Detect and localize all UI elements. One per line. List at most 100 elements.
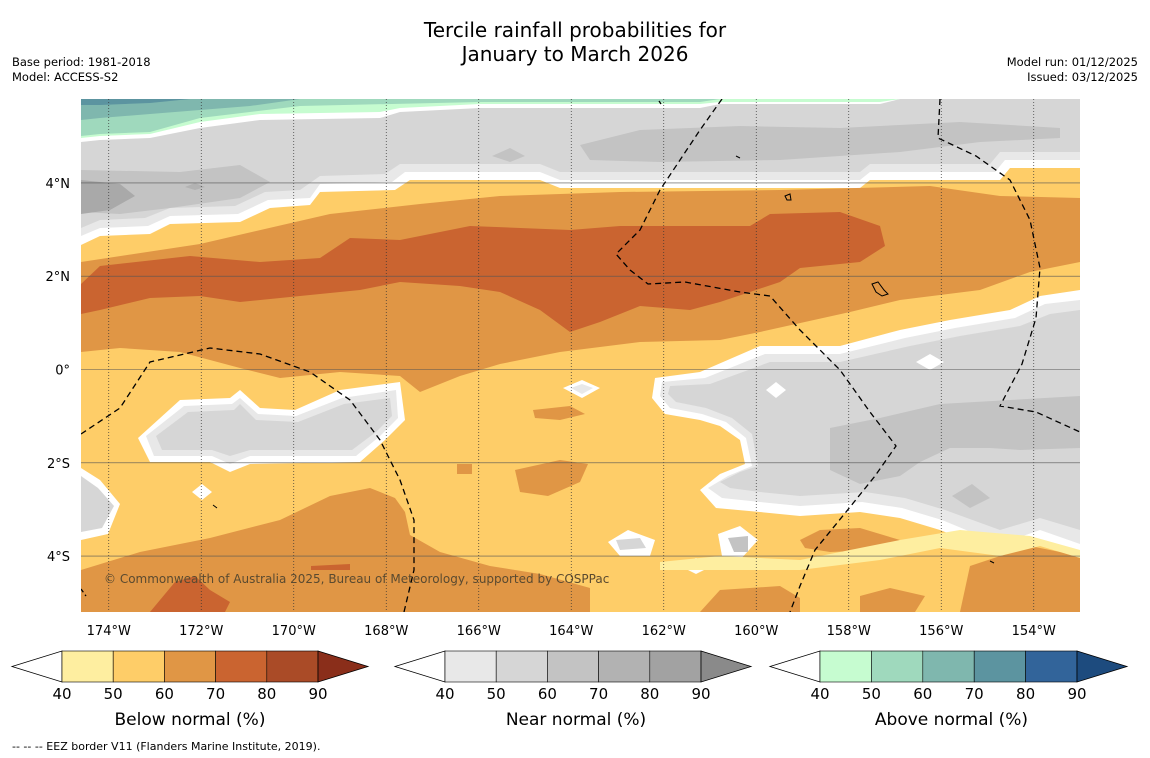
eez-border-east (615, 99, 897, 612)
colorbar-above-segment-0 (819, 650, 872, 683)
region-above-40-50 (81, 99, 900, 138)
colorbar-above-segment-2 (922, 650, 975, 683)
issued-date: Issued: 03/12/2025 (1027, 70, 1138, 84)
colorbar-below-segment-4 (266, 650, 319, 683)
colorbar-above-segment-1 (871, 650, 924, 683)
meta-right: Model run: 01/12/2025 Issued: 03/12/2025 (1007, 55, 1138, 85)
title-line-2: January to March 2026 (461, 42, 689, 66)
eez-border-west (81, 347, 415, 612)
y-tick-label-0: 4°N (46, 177, 71, 192)
island-outline-c (212, 504, 218, 509)
colorbar-above-label: Above normal (%) (875, 710, 1028, 730)
y-axis: 4°N 2°N 0° 2°S 4°S (46, 177, 71, 565)
region-near-70-80-northwest (81, 180, 135, 214)
eez-border-fragment (81, 588, 87, 597)
region-near-island-b (616, 538, 646, 550)
island-outline-e (658, 100, 662, 105)
region-below-60-70-spot-b (533, 406, 585, 420)
colorbar-above-segment-4 (1025, 650, 1078, 683)
region-near-island-f-edge (766, 382, 786, 398)
colorbar-above-tick-4: 80 (1016, 685, 1035, 703)
region-near-50-60-westcentral (156, 398, 392, 456)
region-below-70-80-core (81, 212, 885, 332)
colorbar-below-tick-0: 40 (52, 685, 71, 703)
colorbar-near-tick-2: 60 (538, 685, 557, 703)
region-below-60-70-se-b (860, 588, 925, 612)
x-tick-label-0: 174°W (87, 624, 131, 639)
x-tick-label-7: 160°W (734, 624, 778, 639)
colorbar-below-segment-2 (164, 650, 216, 683)
island-outline-a (871, 281, 889, 297)
colorbar-near-segment-4 (649, 650, 702, 683)
meta-left: Base period: 1981-2018 Model: ACCESS-S2 (12, 55, 151, 85)
region-near-60-70-northwest (81, 165, 270, 214)
colorbar-above-low-extend (768, 650, 821, 683)
region-near-60-70-east (830, 396, 1080, 484)
colorbar-below-label: Below normal (%) (115, 710, 266, 730)
eez-footnote: -- -- -- EEZ border V11 (Flanders Marine… (12, 740, 321, 753)
x-tick-label-8: 158°W (827, 624, 871, 639)
region-near-60-70-spot (492, 148, 525, 162)
colorbar-below-tick-2: 60 (155, 685, 174, 703)
colorbar-above-tick-1: 50 (862, 685, 881, 703)
colorbar-above-high-extend (1076, 650, 1129, 683)
colorbar-near-high-extend (700, 650, 753, 683)
colorbar-below-tick-4: 80 (257, 685, 276, 703)
colorbar-below-tick-3: 70 (206, 685, 225, 703)
y-tick-label-3: 2°S (47, 457, 70, 472)
region-below-60-70-southwest (81, 488, 590, 612)
colorbar-below-tick-1: 50 (104, 685, 123, 703)
grid-lines (81, 99, 1080, 612)
y-tick-label-2: 0° (55, 363, 70, 378)
copyright-notice: © Commonwealth of Australia 2025, Bureau… (104, 572, 610, 586)
region-below-60-70-se-a (700, 586, 800, 612)
colorbar-near: 40 50 60 70 80 90 Near normal (%) (393, 650, 753, 730)
x-tick-label-6: 162°W (642, 624, 686, 639)
x-tick-label-1: 172°W (179, 624, 223, 639)
region-below-70-80-spot (311, 564, 350, 570)
region-near-70-80-spot (185, 183, 205, 190)
island-outline-f (989, 560, 995, 564)
colorbar-above-tick-0: 40 (810, 685, 829, 703)
x-tick-label-3: 168°W (364, 624, 408, 639)
region-below-60-70-spot-a (515, 460, 588, 496)
region-below-60-70-spot-c (457, 464, 472, 474)
y-tick-label-4: 4°S (47, 550, 70, 565)
colorbar-below-low-extend (10, 650, 63, 683)
colorbar-above-tick-5: 90 (1067, 685, 1086, 703)
colorbar-below-segment-0 (61, 650, 114, 683)
colorbar-below-segment-1 (112, 650, 165, 683)
x-tick-label-4: 166°W (457, 624, 501, 639)
region-near-island-g-edge (192, 484, 212, 500)
base-period: Base period: 1981-2018 (12, 55, 151, 69)
region-below-60-70-se-c (960, 546, 1080, 612)
region-above-60-70 (81, 99, 300, 120)
x-tick-label-5: 164°W (549, 624, 593, 639)
title-line-1: Tercile rainfall probabilities for (423, 18, 727, 42)
colorbar-below-tick-5: 90 (308, 685, 327, 703)
region-near-60-70-north (580, 122, 1060, 162)
x-tick-label-10: 154°W (1012, 624, 1056, 639)
colorbar-near-segment-0 (444, 650, 497, 683)
region-near-60-70-east-spot (952, 484, 990, 508)
colorbar-near-tick-1: 50 (487, 685, 506, 703)
colorbar-near-tick-5: 90 (691, 685, 710, 703)
colorbar-above-tick-2: 60 (913, 685, 932, 703)
colorbar-above-segment-3 (973, 650, 1026, 683)
colorbar-near-segment-3 (598, 650, 651, 683)
region-below-70-80-southwest (150, 576, 230, 612)
region-near-island-e-edge (916, 354, 944, 370)
colorbar-below-segment-3 (215, 650, 268, 683)
colorbar-near-segment-1 (495, 650, 548, 683)
island-outline-d (735, 155, 741, 159)
colorbar-below-high-extend (317, 650, 370, 683)
colorbar-above: 40 50 60 70 80 90 Above normal (%) (768, 650, 1129, 730)
plot-area (81, 99, 1080, 612)
colorbars: 40 50 60 70 80 90 Below normal (%) 40 50 60 70 80 90… (10, 650, 1129, 730)
x-tick-label-9: 156°W (919, 624, 963, 639)
region-near-island-c (728, 536, 748, 552)
colorbar-near-low-extend (393, 650, 446, 683)
eez-border-northeast (937, 99, 1080, 433)
y-tick-label-1: 2°N (46, 270, 71, 285)
